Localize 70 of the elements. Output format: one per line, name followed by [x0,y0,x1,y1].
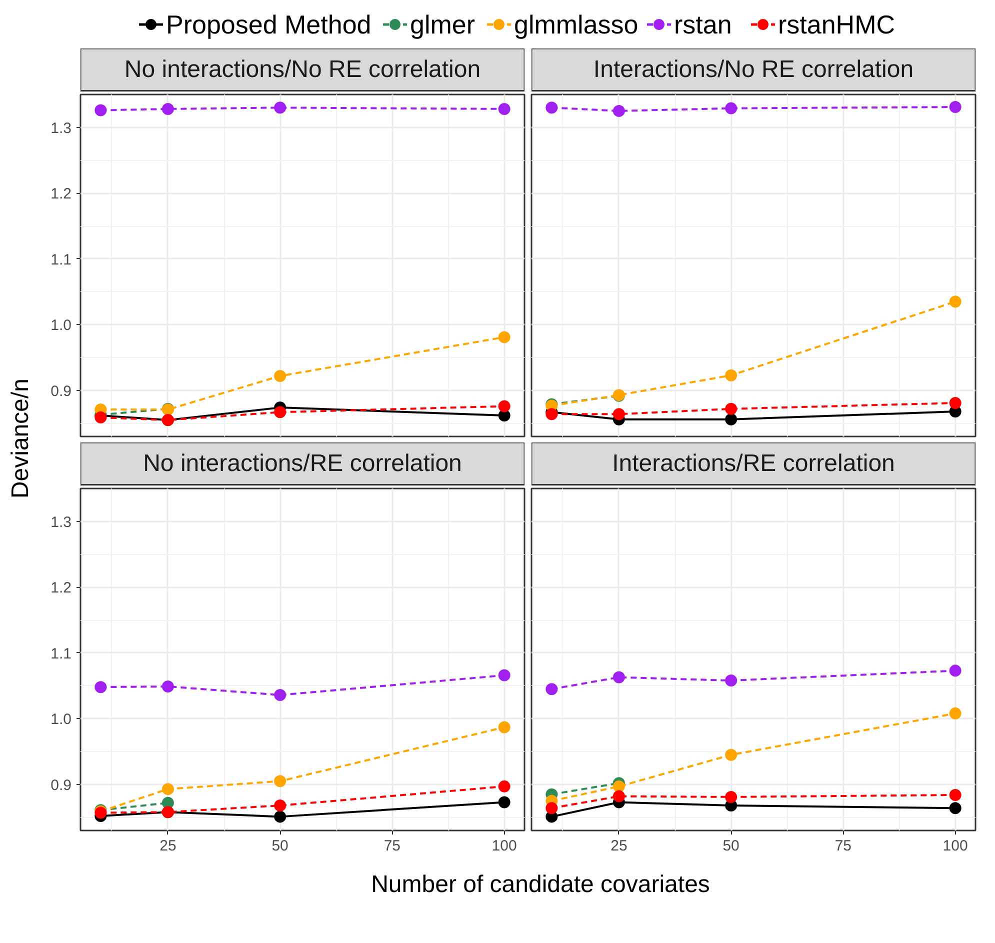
point [162,783,174,796]
point [725,402,738,415]
y-tick-label: 1.1 [50,645,72,662]
legend-label: glmer [410,10,476,40]
point [725,748,738,761]
x-tick-label: 75 [834,838,852,854]
point [725,369,738,382]
x-tick-label: 50 [272,838,288,854]
point [94,104,107,116]
legend-label: rstanHMC [778,10,896,40]
point [498,796,510,808]
y-tick-label: 0.9 [50,776,72,794]
x-tick-label: 50 [722,838,740,854]
point [498,669,510,682]
y-tick-label: 1.2 [50,186,72,203]
point [612,790,625,802]
point [498,780,510,792]
point [498,102,510,115]
point [274,370,286,382]
point [725,413,738,426]
chart-title: No interactions/RE correlation [143,450,462,478]
y-tick-label: 0.9 [50,382,72,400]
x-tick-label: 25 [160,838,176,854]
x-tick-label: 100 [942,838,968,854]
y-tick-label: 1.0 [50,317,72,334]
point [612,104,625,117]
point [546,683,558,696]
point [274,689,286,702]
point [949,802,962,814]
point [94,681,107,694]
chart-title: No interactions/No RE correlation [124,56,481,84]
x-tick-label: 25 [610,838,628,854]
chart-title: Interactions/No RE correlation [593,56,914,84]
point [949,296,962,308]
point [498,400,510,412]
y-tick-label: 1.2 [50,580,72,597]
point [725,674,738,687]
point [612,408,625,420]
point [949,707,962,720]
y-tick-label: 1.0 [50,711,72,728]
point [612,780,625,792]
x-axis-title: Number of candidate covariates [371,871,710,898]
x-tick-label: 100 [492,838,517,854]
y-axis-title: Deviance/n [7,378,34,499]
y-tick-label: 1.3 [50,514,72,531]
point [274,810,286,823]
legend-label: Proposed Method [166,10,372,40]
point [274,406,286,418]
point [498,721,510,734]
point [725,102,738,114]
point [949,396,962,409]
point [546,802,558,814]
point [949,664,962,677]
point [612,671,625,684]
point [949,788,962,801]
point [274,102,286,114]
chart-title: Interactions/RE correlation [612,450,895,478]
point [162,680,174,692]
point [949,101,962,113]
point [274,800,286,812]
point [274,775,286,788]
legend-label: rstan [674,10,732,40]
legend-label: glmmlasso [514,10,638,40]
point [546,102,558,114]
point [498,331,510,344]
y-tick-label: 1.3 [50,120,72,137]
x-tick-label: 75 [384,838,401,854]
y-tick-label: 1.1 [50,251,72,268]
point [725,790,738,803]
point [162,102,174,115]
